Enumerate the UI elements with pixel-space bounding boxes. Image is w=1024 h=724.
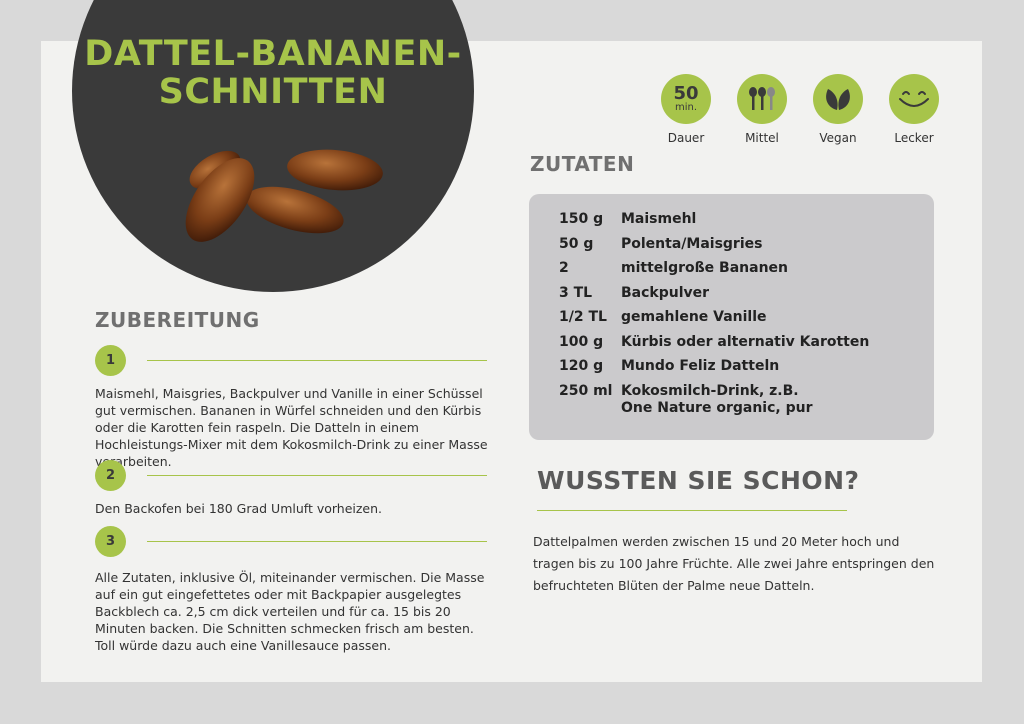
ingredient-quantity: 100 g bbox=[559, 333, 604, 350]
badge-label: Mittel bbox=[745, 131, 779, 145]
ingredient-name: Kürbis oder alternativ Karotten bbox=[621, 333, 870, 350]
ingredient-quantity: 150 g bbox=[559, 211, 604, 227]
dates-image bbox=[185, 149, 383, 242]
badge-duration: 50 min. Dauer bbox=[648, 74, 724, 145]
step-number: 2 bbox=[95, 460, 126, 491]
ingredient-quantity: 1/2 TL bbox=[559, 309, 607, 325]
ingredient-name: Mundo Feliz Datteln bbox=[621, 358, 780, 374]
duration-value: 50 bbox=[673, 83, 699, 104]
recipe-title: DATTEL-BANANEN- SCHNITTEN bbox=[72, 35, 474, 111]
leaves-icon bbox=[813, 74, 863, 124]
ingredient-name: gemahlene Vanille bbox=[621, 309, 767, 325]
divider bbox=[147, 541, 487, 542]
ingredient-quantity: 120 g bbox=[559, 358, 604, 374]
ingredients-heading: ZUTATEN bbox=[530, 152, 635, 176]
spoons-icon bbox=[737, 74, 787, 124]
step-text: Den Backofen bei 180 Grad Umluft vorheiz… bbox=[95, 501, 383, 516]
preparation-heading: ZUBEREITUNG bbox=[95, 308, 260, 332]
badge-difficulty: Mittel bbox=[724, 74, 800, 145]
ingredient-row: 100 g Kürbis oder alternativ Karotten bbox=[559, 334, 934, 351]
fact-heading: WUSSTEN SIE SCHON? bbox=[537, 466, 860, 495]
ingredient-row: 120 g Mundo Feliz Datteln bbox=[559, 358, 934, 375]
ingredient-row: 2 mittelgroße Bananen bbox=[559, 260, 934, 277]
step-text: Alle Zutaten, inklusive Öl, miteinander … bbox=[95, 570, 485, 653]
ingredient-name: mittelgroße Bananen bbox=[621, 260, 789, 276]
ingredient-quantity: 50 g bbox=[559, 235, 594, 252]
ingredient-quantity: 250 ml bbox=[559, 382, 613, 399]
badge-vegan: Vegan bbox=[800, 74, 876, 145]
duration-unit: min. bbox=[674, 102, 698, 113]
step-number: 1 bbox=[95, 345, 126, 376]
ingredients-list: 150 g Maismehl 50 g Polenta/Maisgries 2 mit… bbox=[529, 194, 934, 440]
ingredient-name-line-1: Kokosmilch-Drink, z.B. bbox=[621, 382, 799, 399]
badge-tasty: Lecker bbox=[876, 74, 952, 145]
divider bbox=[147, 360, 487, 361]
fact-text: Dattelpalmen werden zwischen 15 und 20 M… bbox=[533, 534, 935, 593]
title-line-1: DATTEL-BANANEN- bbox=[84, 34, 462, 74]
divider bbox=[537, 510, 847, 511]
divider bbox=[147, 475, 487, 476]
ingredient-row: 1/2 TL gemahlene Vanille bbox=[559, 309, 934, 326]
ingredient-quantity: 3 TL bbox=[559, 284, 593, 301]
ingredient-name: Maismehl bbox=[621, 211, 697, 227]
badge-label: Vegan bbox=[819, 131, 857, 145]
badge-label: Lecker bbox=[894, 131, 934, 145]
ingredient-quantity: 2 bbox=[559, 260, 569, 276]
smile-icon bbox=[889, 74, 939, 124]
title-line-2: SCHNITTEN bbox=[158, 72, 388, 112]
ingredient-row: 250 ml Kokosmilch-Drink, z.B. One Nature o… bbox=[559, 383, 934, 417]
ingredient-row: 50 g Polenta/Maisgries bbox=[559, 236, 934, 253]
ingredient-name: Polenta/Maisgries bbox=[621, 235, 763, 252]
ingredient-name: Kokosmilch-Drink, z.B. One Nature organic… bbox=[621, 383, 812, 417]
recipe-badges: 50 min. Dauer Mittel Vegan Lecker bbox=[648, 74, 952, 145]
ingredient-name: Backpulver bbox=[621, 284, 710, 301]
ingredient-row: 150 g Maismehl bbox=[559, 211, 934, 228]
ingredient-name-line-2: One Nature organic, pur bbox=[621, 399, 813, 416]
ingredient-row: 3 TL Backpulver bbox=[559, 285, 934, 302]
step-text: Maismehl, Maisgries, Backpulver und Vani… bbox=[95, 386, 488, 469]
step-number: 3 bbox=[95, 526, 126, 557]
clock-badge-icon: 50 min. bbox=[661, 74, 711, 124]
badge-label: Dauer bbox=[667, 131, 705, 145]
